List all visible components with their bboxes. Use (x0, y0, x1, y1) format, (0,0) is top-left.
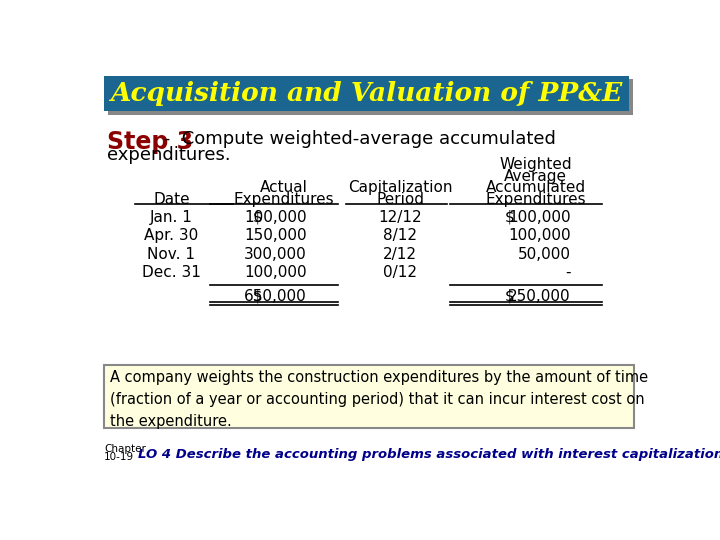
Text: -  Compute weighted-average accumulated: - Compute weighted-average accumulated (158, 130, 556, 148)
Text: Expenditures: Expenditures (233, 192, 334, 207)
Text: Accumulated: Accumulated (485, 180, 585, 195)
Text: 150,000: 150,000 (244, 228, 307, 243)
Text: Nov. 1: Nov. 1 (148, 247, 195, 261)
Text: 2/12: 2/12 (383, 247, 417, 261)
Text: 12/12: 12/12 (378, 210, 422, 225)
Text: Average: Average (504, 168, 567, 184)
Text: Capitalization: Capitalization (348, 180, 452, 195)
Text: Step 3: Step 3 (107, 130, 193, 154)
Text: 8/12: 8/12 (383, 228, 417, 243)
Text: 300,000: 300,000 (244, 247, 307, 261)
Text: Weighted: Weighted (499, 157, 572, 172)
Text: 250,000: 250,000 (508, 289, 570, 304)
Text: $: $ (505, 289, 514, 304)
Text: $: $ (253, 289, 263, 304)
Text: 100,000: 100,000 (508, 228, 570, 243)
Bar (104, 76, 629, 111)
Text: A company weights the construction expenditures by the amount of time
(fraction : A company weights the construction expen… (110, 370, 648, 429)
Text: -: - (565, 265, 570, 280)
Text: Chapter: Chapter (104, 444, 146, 454)
Text: $: $ (253, 210, 263, 225)
Text: Date: Date (153, 192, 189, 207)
Bar (104, 365, 634, 428)
Text: 10-19: 10-19 (104, 452, 134, 462)
Text: Actual: Actual (260, 180, 307, 195)
Text: 100,000: 100,000 (244, 210, 307, 225)
Text: Apr. 30: Apr. 30 (144, 228, 199, 243)
Text: 100,000: 100,000 (508, 210, 570, 225)
Text: 0/12: 0/12 (383, 265, 417, 280)
Text: 650,000: 650,000 (244, 289, 307, 304)
Text: LO 4 Describe the accounting problems associated with interest capitalization.: LO 4 Describe the accounting problems as… (138, 448, 720, 461)
Text: Jan. 1: Jan. 1 (150, 210, 193, 225)
Text: Dec. 31: Dec. 31 (142, 265, 201, 280)
Text: $: $ (505, 210, 514, 225)
Text: Period: Period (376, 192, 424, 207)
Bar (108, 79, 634, 115)
Text: 50,000: 50,000 (518, 247, 570, 261)
Text: Acquisition and Valuation of PP&E: Acquisition and Valuation of PP&E (111, 81, 623, 106)
Text: Expenditures: Expenditures (485, 192, 586, 207)
Text: 100,000: 100,000 (244, 265, 307, 280)
Text: expenditures.: expenditures. (107, 146, 230, 164)
